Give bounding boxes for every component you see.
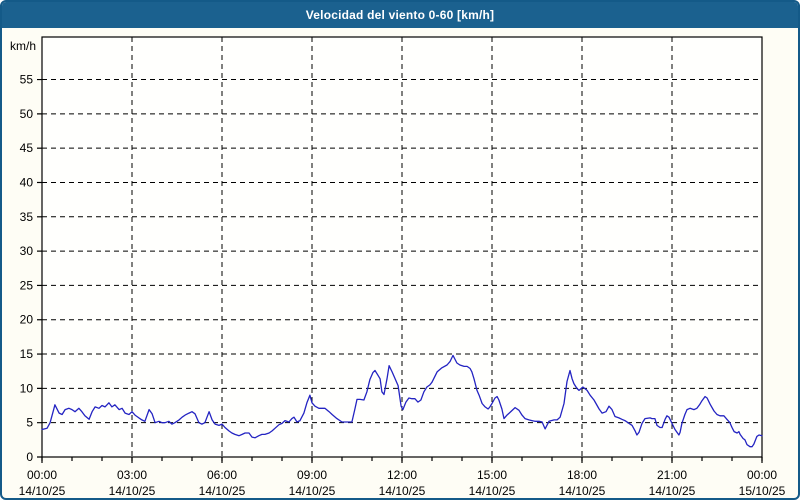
- svg-text:55: 55: [20, 73, 34, 87]
- axis-ticks: [37, 78, 763, 463]
- x-tick-date: 14/10/25: [469, 484, 516, 498]
- svg-text:35: 35: [20, 210, 34, 224]
- svg-text:0: 0: [26, 450, 33, 464]
- x-tick-date: 14/10/25: [19, 484, 66, 498]
- x-tick-date: 14/10/25: [559, 484, 606, 498]
- x-tick-time: 21:00: [657, 468, 687, 482]
- svg-text:50: 50: [20, 107, 34, 121]
- svg-text:10: 10: [20, 381, 34, 395]
- x-tick-time: 00:00: [27, 468, 57, 482]
- svg-text:25: 25: [20, 278, 34, 292]
- gridlines: [42, 37, 762, 457]
- svg-text:5: 5: [26, 416, 33, 430]
- x-tick-time: 00:00: [747, 468, 777, 482]
- title-bar: Velocidad del viento 0-60 [km/h]: [2, 2, 798, 28]
- x-tick-date: 14/10/25: [379, 484, 426, 498]
- x-tick-date: 14/10/25: [649, 484, 696, 498]
- x-tick-time: 18:00: [567, 468, 597, 482]
- x-tick-time: 06:00: [207, 468, 237, 482]
- x-tick-date: 15/10/25: [739, 484, 786, 498]
- svg-text:15: 15: [20, 347, 34, 361]
- x-tick-date: 14/10/25: [199, 484, 246, 498]
- x-tick-date: 14/10/25: [109, 484, 156, 498]
- x-tick-time: 12:00: [387, 468, 417, 482]
- svg-text:30: 30: [20, 244, 34, 258]
- axis-labels: 0 5 10 15 20 25 30 35 40 45 50 55 km/h 00:00 14/10/25 0…: [10, 39, 786, 498]
- x-tick-time: 15:00: [477, 468, 507, 482]
- svg-text:45: 45: [20, 141, 34, 155]
- y-axis-unit-label: km/h: [10, 39, 36, 53]
- chart-title: Velocidad del viento 0-60 [km/h]: [305, 8, 495, 22]
- svg-text:40: 40: [20, 175, 34, 189]
- x-tick-time: 03:00: [117, 468, 147, 482]
- svg-text:20: 20: [20, 313, 34, 327]
- x-tick-time: 09:00: [297, 468, 327, 482]
- wind-speed-line: [41, 354, 763, 448]
- x-tick-date: 14/10/25: [289, 484, 336, 498]
